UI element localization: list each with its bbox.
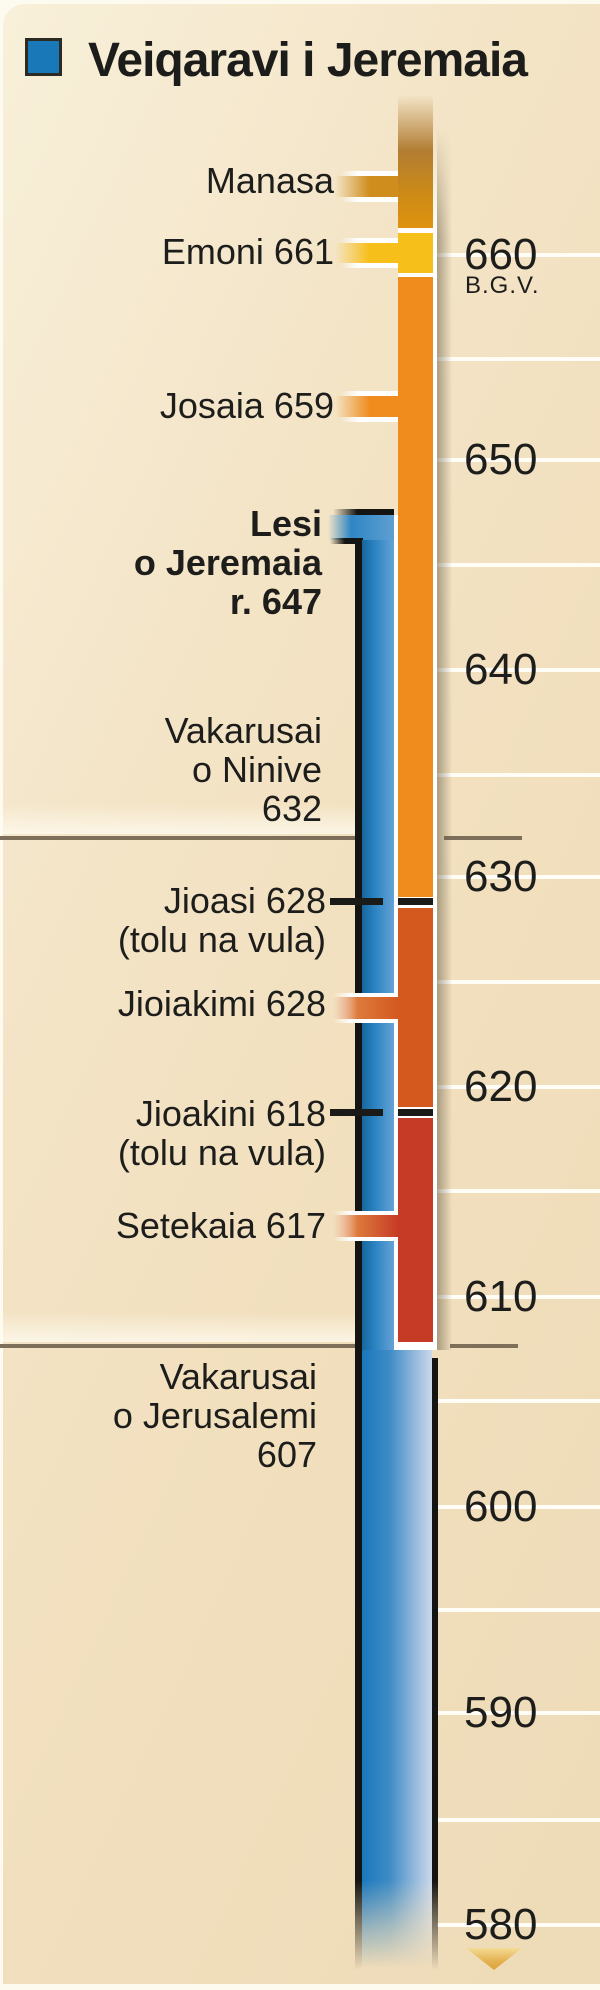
reign-divider-jehoiachin — [398, 1109, 433, 1116]
kings-bar-shadow — [437, 128, 452, 1350]
king-label-jehoiakim-line: Jioiakimi 628 — [117, 983, 326, 1024]
event-label-call-of-jeremiah-line: r. 647 — [229, 581, 322, 622]
event-line-632-left — [0, 836, 355, 840]
jeremiah-bar-white-gap — [394, 515, 398, 1350]
event-line-607-right — [450, 1344, 518, 1348]
king-label-jehoiachin-line: (tolu na vula) — [117, 1132, 326, 1173]
jeremiah-bar-fill-wide — [362, 1350, 432, 1975]
gridline-major-630 — [437, 875, 600, 879]
decade-label-600: 600 — [464, 1482, 538, 1531]
reign-band-josiah — [398, 277, 433, 897]
king-label-amon: Emoni 661 — [0, 232, 334, 271]
event-label-fall-of-nineveh: Vakarusai o Ninive 632 — [0, 711, 322, 828]
tick-jehoiachin-short-reign — [330, 1109, 383, 1116]
king-label-jehoahaz-line: Jioasi 628 — [163, 880, 326, 921]
gridline-major-640 — [437, 668, 600, 672]
gridline-major-610 — [437, 1295, 600, 1299]
event-line-632-right — [444, 836, 522, 840]
event-label-fall-of-nineveh-line: Vakarusai — [164, 710, 322, 751]
event-label-fall-of-jerusalem-line: 607 — [256, 1434, 317, 1475]
king-label-jehoiachin: Jioakini 618 (tolu na vula) — [0, 1094, 326, 1172]
tick-amon-gap-bottom — [341, 263, 398, 268]
event-label-fall-of-jerusalem-line: o Jerusalemi — [112, 1395, 317, 1436]
tick-manasseh — [335, 176, 398, 197]
gridline-minor — [437, 980, 600, 984]
gridline-minor — [437, 1608, 600, 1612]
tick-josiah-gap-bottom — [341, 417, 398, 422]
gridline-major-620 — [437, 1085, 600, 1089]
legend-swatch-jeremiah-service — [25, 38, 62, 76]
gridline-minor — [437, 563, 600, 567]
king-label-jehoiakim: Jioiakimi 628 — [0, 984, 326, 1023]
tick-amon — [335, 243, 398, 263]
reign-band-amon — [398, 233, 433, 273]
event-label-call-of-jeremiah: Lesi o Jeremaia r. 647 — [0, 504, 322, 621]
king-label-zedekiah: Setekaia 617 — [0, 1206, 326, 1245]
era-label-bgv: B.G.V. — [465, 272, 540, 299]
decade-label-620: 620 — [464, 1062, 538, 1111]
gridline-minor — [437, 357, 600, 361]
tick-manasseh-gap-top — [341, 171, 398, 176]
event-label-fall-of-nineveh-line: 632 — [261, 788, 322, 829]
gridline-major-580 — [437, 1923, 600, 1927]
reign-band-zedekiah — [398, 1118, 433, 1342]
king-label-jehoiachin-line: Jioakini 618 — [135, 1093, 326, 1134]
king-label-jehoahaz-line: (tolu na vula) — [117, 919, 326, 960]
decade-label-590: 590 — [464, 1688, 538, 1737]
king-label-manasseh: Manasa — [0, 161, 334, 200]
gridline-major-600 — [437, 1505, 600, 1509]
gridline-minor — [437, 1399, 600, 1403]
reign-divider-jehoahaz — [398, 898, 433, 905]
reign-band-manasseh — [398, 95, 433, 228]
event-label-fall-of-nineveh-line: o Ninive — [191, 749, 322, 790]
event-line-glow-632 — [0, 804, 355, 834]
jeremiah-bar-right-outline — [432, 1358, 438, 1970]
gridline-minor — [437, 1189, 600, 1193]
tick-jehoahaz-short-reign — [330, 898, 383, 905]
page-title: Veiqaravi i Jeremaia — [88, 34, 528, 87]
gridline-major-590 — [437, 1711, 600, 1715]
event-label-call-of-jeremiah-line: o Jeremaia — [133, 542, 322, 583]
decade-label-640: 640 — [464, 645, 538, 694]
event-label-call-of-jeremiah-line: Lesi — [249, 503, 322, 544]
decade-label-660: 660 — [464, 230, 538, 279]
tick-josiah-gap-top — [341, 391, 398, 396]
king-label-josiah-line: Josaia 659 — [159, 385, 334, 426]
panel-background — [3, 4, 600, 1984]
event-label-fall-of-jerusalem-line: Vakarusai — [159, 1356, 317, 1397]
king-label-amon-line: Emoni 661 — [161, 231, 334, 272]
gridline-major-660 — [437, 253, 600, 257]
tick-zedekiah — [333, 1215, 398, 1237]
king-label-jehoahaz: Jioasi 628 (tolu na vula) — [0, 881, 326, 959]
decade-label-650: 650 — [464, 435, 538, 484]
tick-manasseh-gap-bottom — [341, 197, 398, 202]
tick-amon-gap-top — [341, 238, 398, 243]
tick-jehoiakim — [333, 997, 398, 1019]
decade-label-580: 580 — [464, 1900, 538, 1949]
gridline-major-650 — [437, 458, 600, 462]
event-line-glow-607 — [0, 1312, 355, 1342]
reign-band-jehoiakim — [398, 908, 433, 1107]
king-label-manasseh-line: Manasa — [205, 160, 334, 201]
jeremiah-bar-notch — [328, 515, 394, 540]
decade-label-610: 610 — [464, 1272, 538, 1321]
king-label-josiah: Josaia 659 — [0, 386, 334, 425]
event-label-fall-of-jerusalem: Vakarusai o Jerusalemi 607 — [0, 1357, 317, 1474]
jeremiah-bar-notch-top-edge — [333, 509, 394, 515]
jeremiah-bar-notch-step-edge — [330, 538, 363, 544]
event-line-607-left — [0, 1344, 355, 1348]
gridline-minor — [437, 1818, 600, 1822]
gridline-minor — [437, 773, 600, 777]
jeremiah-bar-left-outline — [355, 540, 362, 1970]
tick-josiah — [335, 396, 398, 417]
decade-label-630: 630 — [464, 852, 538, 901]
king-label-zedekiah-line: Setekaia 617 — [115, 1205, 326, 1246]
